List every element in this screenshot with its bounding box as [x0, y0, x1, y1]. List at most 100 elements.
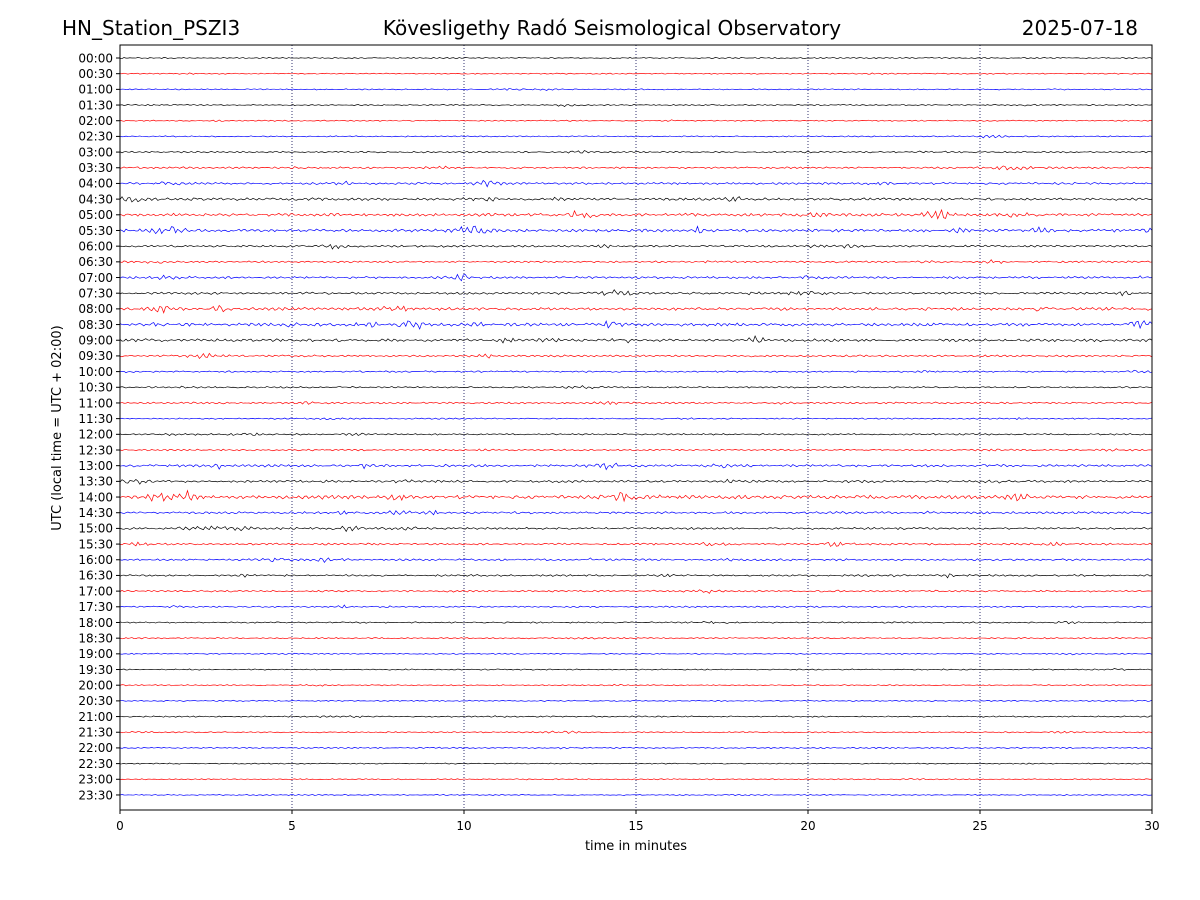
trace-0500 — [119, 208, 1153, 220]
y-tick-label: 21:30 — [78, 726, 113, 740]
trace-2000 — [119, 683, 1153, 687]
trace-0730 — [119, 289, 1153, 297]
vertical-grid — [291, 45, 981, 810]
trace-1730 — [119, 604, 1153, 609]
trace-0530 — [119, 225, 1153, 235]
y-tick-label: 00:30 — [78, 67, 113, 81]
chart-title: Kövesligethy Radó Seismological Observat… — [383, 16, 841, 40]
y-tick-label: 03:00 — [78, 145, 113, 159]
x-axis-ticks: 0 5 10 15 20 25 30 — [116, 810, 1160, 833]
trace-0300 — [119, 150, 1153, 154]
y-tick-label: 22:00 — [78, 741, 113, 755]
trace-2330 — [119, 794, 1153, 796]
y-tick-label: 20:00 — [78, 679, 113, 693]
trace-0700 — [119, 273, 1153, 282]
y-tick-label: 16:30 — [78, 569, 113, 583]
trace-1500 — [119, 525, 1153, 533]
trace-1430 — [119, 509, 1153, 516]
y-tick-label: 01:00 — [78, 83, 113, 97]
x-tick-label: 5 — [288, 819, 296, 833]
trace-0330 — [119, 165, 1153, 171]
trace-0900 — [119, 335, 1153, 344]
trace-0130 — [119, 103, 1153, 108]
y-tick-label: 05:00 — [78, 208, 113, 222]
station-name: HN_Station_PSZI3 — [62, 16, 240, 40]
trace-1630 — [119, 573, 1153, 579]
trace-1530 — [119, 541, 1153, 547]
y-tick-label: 12:00 — [78, 428, 113, 442]
y-tick-label: 18:00 — [78, 616, 113, 630]
y-tick-label: 00:00 — [78, 51, 113, 65]
y-tick-label: 05:30 — [78, 224, 113, 238]
y-tick-label: 07:00 — [78, 271, 113, 285]
y-tick-label: 14:00 — [78, 490, 113, 504]
y-tick-label: 10:00 — [78, 365, 113, 379]
y-tick-label: 06:30 — [78, 255, 113, 269]
y-tick-label: 15:30 — [78, 537, 113, 551]
trace-2300 — [119, 778, 1153, 781]
y-tick-label: 21:00 — [78, 710, 113, 724]
trace-0930 — [119, 352, 1153, 359]
y-tick-label: 11:00 — [78, 396, 113, 410]
x-axis-label: time in minutes — [585, 839, 687, 854]
trace-1700 — [119, 589, 1153, 594]
x-tick-label: 25 — [972, 819, 987, 833]
trace-2230 — [119, 762, 1153, 765]
trace-2100 — [119, 715, 1153, 719]
trace-0430 — [119, 196, 1153, 203]
trace-1600 — [119, 557, 1153, 563]
y-tick-label: 03:30 — [78, 161, 113, 175]
trace-2130 — [119, 730, 1153, 734]
trace-0600 — [119, 243, 1153, 250]
y-tick-label: 06:00 — [78, 239, 113, 253]
y-tick-label: 17:00 — [78, 584, 113, 598]
x-tick-label: 30 — [1144, 819, 1159, 833]
y-tick-label: 17:30 — [78, 600, 113, 614]
trace-1030 — [119, 385, 1153, 390]
plot-frame — [119, 44, 1153, 811]
trace-1200 — [119, 432, 1153, 436]
trace-2030 — [119, 699, 1153, 702]
trace-0030 — [119, 72, 1153, 75]
y-tick-label: 01:30 — [78, 98, 113, 112]
trace-0230 — [119, 134, 1153, 139]
trace-1130 — [119, 417, 1153, 421]
y-axis-label: UTC (local time = UTC + 02:00) — [50, 325, 65, 530]
x-tick-label: 15 — [628, 819, 643, 833]
y-tick-label: 10:30 — [78, 381, 113, 395]
y-tick-label: 13:30 — [78, 475, 113, 489]
y-tick-label: 11:30 — [78, 412, 113, 426]
trace-0800 — [119, 304, 1153, 314]
trace-1100 — [119, 401, 1153, 406]
trace-1000 — [119, 369, 1153, 374]
trace-1330 — [119, 478, 1153, 485]
trace-1800 — [119, 620, 1153, 625]
date-label: 2025-07-18 — [1022, 16, 1138, 40]
y-tick-label: 04:30 — [78, 192, 113, 206]
y-tick-label: 19:30 — [78, 663, 113, 677]
y-tick-label: 18:30 — [78, 631, 113, 645]
x-tick-label: 10 — [456, 819, 471, 833]
y-tick-label: 14:30 — [78, 506, 113, 520]
y-tick-label: 08:30 — [78, 318, 113, 332]
y-tick-label: 12:30 — [78, 443, 113, 457]
y-tick-label: 02:30 — [78, 130, 113, 144]
y-tick-label: 19:00 — [78, 647, 113, 661]
trace-1830 — [119, 637, 1153, 640]
y-tick-label: 09:30 — [78, 349, 113, 363]
x-tick-label: 0 — [116, 819, 124, 833]
y-tick-label: 22:30 — [78, 757, 113, 771]
y-tick-label: 23:30 — [78, 788, 113, 802]
trace-0630 — [119, 259, 1153, 264]
trace-0400 — [119, 179, 1153, 188]
y-tick-label: 23:00 — [78, 773, 113, 787]
trace-1230 — [119, 448, 1153, 452]
trace-1930 — [119, 668, 1153, 671]
y-tick-label: 07:30 — [78, 287, 113, 301]
y-tick-label: 08:00 — [78, 302, 113, 316]
y-tick-label: 09:00 — [78, 334, 113, 348]
y-tick-label: 20:30 — [78, 694, 113, 708]
trace-0000 — [119, 56, 1153, 60]
y-tick-label: 16:00 — [78, 553, 113, 567]
